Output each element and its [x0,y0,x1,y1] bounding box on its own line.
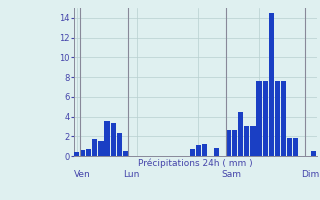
Text: Sam: Sam [222,170,242,179]
Bar [74,152,79,156]
Text: Dim: Dim [301,170,320,179]
Bar [268,13,274,156]
Bar [196,145,201,156]
Bar [86,149,92,156]
Text: Lun: Lun [123,170,140,179]
Bar [275,81,280,156]
Bar [238,112,244,156]
Bar [80,150,85,156]
Bar [189,149,195,156]
Bar [104,121,110,156]
Bar [250,126,256,156]
Bar [262,81,268,156]
Bar [293,138,298,156]
X-axis label: Précipitations 24h ( mm ): Précipitations 24h ( mm ) [138,159,252,168]
Text: Ven: Ven [74,170,91,179]
Bar [116,133,122,156]
Bar [281,81,286,156]
Bar [110,123,116,156]
Bar [256,81,262,156]
Bar [226,130,231,156]
Bar [287,138,292,156]
Bar [214,148,219,156]
Bar [123,151,128,156]
Bar [232,130,237,156]
Bar [92,139,98,156]
Bar [202,144,207,156]
Bar [311,151,316,156]
Bar [244,126,250,156]
Bar [98,141,104,156]
